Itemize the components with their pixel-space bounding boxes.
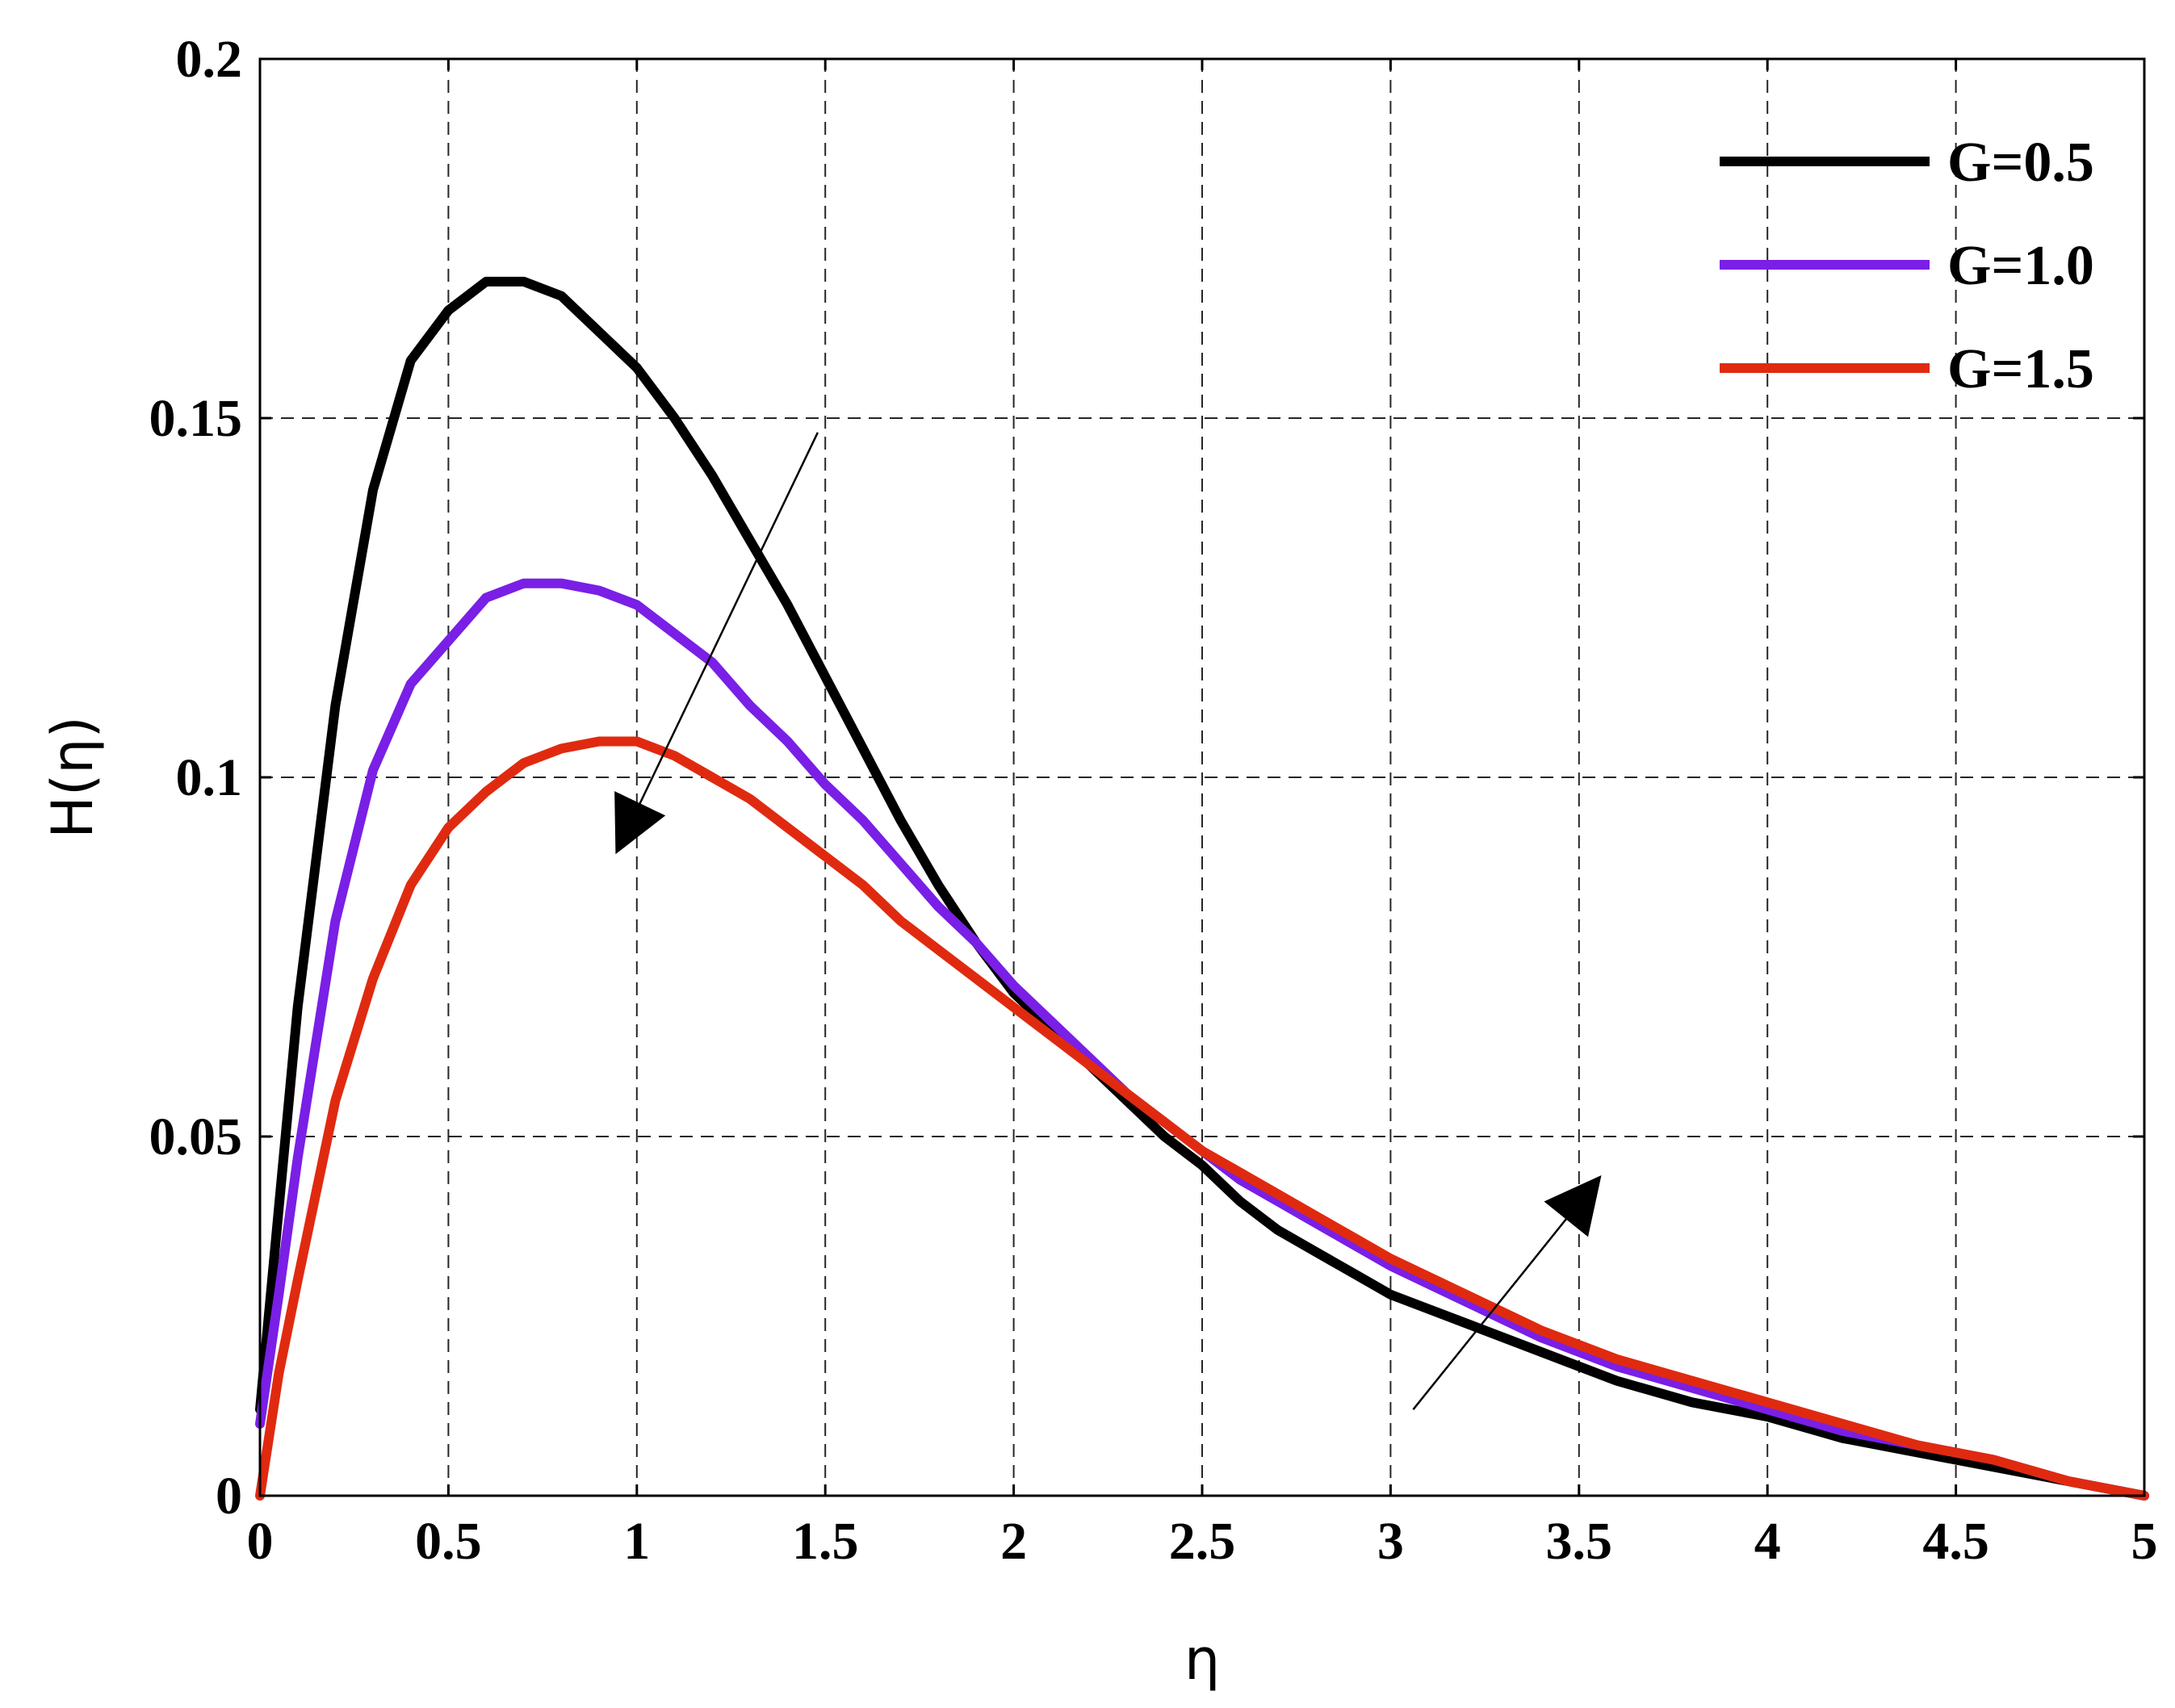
x-tick-label: 3.5 <box>1546 1512 1613 1571</box>
x-tick-label: 4.5 <box>1922 1512 1989 1571</box>
legend-label-3: G=1.5 <box>1947 338 2094 400</box>
axis-ticks: 0 0.5 1 1.5 2 2.5 3 3.5 4 4.5 5 0 0.05 0.1 0.15 0.2 <box>149 30 2158 1571</box>
x-tick-label: 1.5 <box>792 1512 859 1571</box>
x-tick-label: 4 <box>1754 1512 1781 1571</box>
y-tick-label: 0 <box>216 1467 242 1526</box>
y-axis-label: H(η) <box>40 716 106 839</box>
legend: G=0.5 G=1.0 G=1.5 <box>1720 132 2094 400</box>
x-tick-label: 0 <box>247 1512 274 1571</box>
x-tick-label: 5 <box>2131 1512 2158 1571</box>
series-lines <box>255 276 2149 1501</box>
y-tick-label: 0.05 <box>149 1107 243 1166</box>
annotation-arrow-2 <box>1412 1174 1602 1410</box>
x-tick-label: 0.5 <box>415 1512 482 1571</box>
legend-label-2: G=1.0 <box>1947 235 2094 297</box>
x-tick-label: 2 <box>1000 1512 1027 1571</box>
series-line-2 <box>255 578 2149 1501</box>
annotations <box>614 432 1602 1410</box>
series-line-3 <box>255 736 2149 1501</box>
x-tick-label: 1 <box>623 1512 650 1571</box>
x-tick-label: 2.5 <box>1169 1512 1236 1571</box>
x-tick-label: 3 <box>1377 1512 1404 1571</box>
x-axis-label: η <box>1184 1626 1220 1693</box>
grid <box>260 59 2144 1496</box>
annotation-arrow-1 <box>614 432 819 855</box>
y-tick-label: 0.2 <box>176 30 243 89</box>
y-tick-label: 0.15 <box>149 389 243 448</box>
legend-label-1: G=0.5 <box>1947 132 2094 194</box>
y-tick-label: 0.1 <box>176 748 243 807</box>
